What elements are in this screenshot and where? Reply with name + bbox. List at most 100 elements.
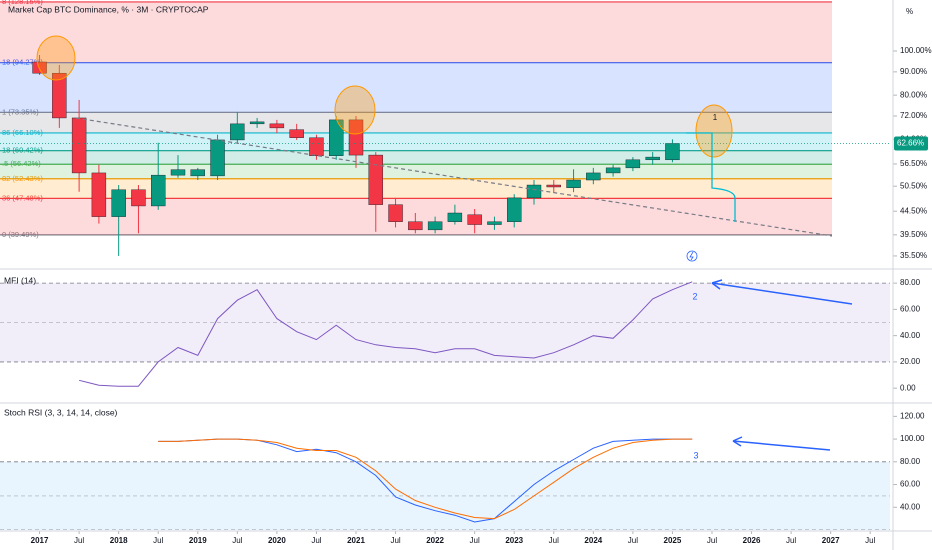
candle-body (151, 174, 166, 207)
candle-body (368, 154, 383, 205)
trend-line (75, 117, 833, 237)
fib-band (0, 1, 832, 63)
x-tick-label: 2026 (743, 536, 761, 545)
y-tick-label: 0.00 (900, 383, 916, 392)
arrow (732, 436, 831, 451)
candle-body (249, 121, 265, 125)
candle-body (289, 129, 304, 138)
fib-label: 82 (52.43%) (2, 174, 43, 183)
candle-body (447, 212, 463, 222)
fib-label: 1 (73.35%) (2, 107, 39, 116)
fib-band (0, 178, 832, 199)
candle-body (210, 139, 225, 177)
series-line (78, 281, 693, 387)
y-tick-label: 80.00 (900, 457, 921, 466)
fib-band (0, 112, 832, 133)
chart-title: Market Cap BTC Dominance, % · 3M · CRYPT… (8, 4, 209, 14)
candle-body (645, 156, 660, 161)
last-value-label: 62.66% (897, 139, 924, 148)
series-line (158, 438, 693, 520)
pane (0, 281, 890, 387)
y-tick-label: 60.00 (900, 305, 921, 314)
candle-body (665, 143, 680, 161)
candle-body (507, 197, 522, 222)
x-tick-label: 2027 (822, 536, 840, 545)
fib-label: 18 (94.27%) (2, 58, 43, 67)
x-tick-label: 2017 (31, 536, 49, 545)
event-icon (689, 251, 694, 261)
candle-body (111, 189, 126, 217)
fib-label: 36 (47.48%) (2, 193, 43, 202)
candle-body (269, 123, 285, 129)
candle-body (52, 72, 67, 119)
fib-label: 86 (66.10%) (2, 128, 43, 137)
candle-body (526, 184, 542, 199)
y-tick-label: 72.00% (900, 111, 927, 120)
fib-band (0, 132, 832, 151)
fib-label: 8 (128.15%) (2, 0, 43, 6)
y-tick-label: 60.00 (900, 480, 921, 489)
y-tick-label: 90.00% (900, 67, 927, 76)
y-tick-label: 40.00 (900, 331, 921, 340)
candle-body (32, 61, 47, 74)
x-tick-label: 2025 (664, 536, 682, 545)
candle-body (586, 172, 601, 181)
x-tick-label: Jul (311, 536, 321, 545)
highlight-ellipse (36, 35, 76, 81)
arrow (711, 279, 853, 305)
fib-label: .5 (56.42%) (2, 159, 41, 168)
y-tick-label: 44.50% (900, 206, 927, 215)
fib-label: 0 (39.49%) (2, 230, 39, 239)
candle-body (605, 167, 621, 174)
x-tick-label: Jul (707, 536, 717, 545)
candle-body (388, 204, 403, 222)
candle-body (190, 169, 205, 177)
y-tick-label: 35.50% (900, 251, 927, 260)
candle-body (427, 221, 443, 231)
candle-body (487, 221, 502, 225)
candle-body (131, 189, 146, 207)
candle-body (348, 119, 364, 156)
highlight-ellipse (695, 104, 733, 158)
x-tick-label: Jul (865, 536, 875, 545)
fib-band (0, 62, 832, 113)
x-tick-label: Jul (786, 536, 796, 545)
candle-body (91, 172, 107, 217)
candle-body (467, 214, 482, 225)
candle-body (309, 137, 324, 156)
annotation-label: 1 (713, 113, 718, 122)
fib-label: 18 (60.42%) (2, 146, 43, 155)
y-tick-label: 50.50% (900, 181, 927, 190)
x-tick-label: 2023 (505, 536, 523, 545)
x-tick-label: 2019 (189, 536, 207, 545)
x-tick-label: 2018 (110, 536, 128, 545)
fib-band (0, 150, 832, 165)
x-tick-label: Jul (232, 536, 242, 545)
x-tick-label: Jul (153, 536, 163, 545)
x-tick-label: 2024 (584, 536, 602, 545)
y-tick-label: 56.50% (900, 159, 927, 168)
y-tick-label: 20.00 (900, 357, 921, 366)
candle-body (170, 169, 186, 176)
x-tick-label: Jul (390, 536, 400, 545)
y-tick-label: 100.00% (900, 46, 932, 55)
y-tick-label: 40.00 (900, 502, 921, 511)
x-tick-label: Jul (470, 536, 480, 545)
y-tick-label: 120.00 (900, 411, 925, 420)
candle-body (408, 221, 423, 231)
y-tick-label: 80.00 (900, 278, 921, 287)
projection-path (686, 132, 736, 222)
candle-body (230, 123, 245, 141)
x-tick-label: Jul (549, 536, 559, 545)
candle-body (546, 184, 561, 188)
y-tick-label: 39.50% (900, 230, 927, 239)
x-tick-label: 2020 (268, 536, 286, 545)
y-tick-label: 100.00 (900, 434, 925, 443)
pane-title: MFI (14) (4, 275, 36, 285)
x-tick-label: 2022 (426, 536, 444, 545)
x-tick-label: Jul (74, 536, 84, 545)
pane (0, 438, 890, 530)
highlight-ellipse (334, 85, 376, 135)
